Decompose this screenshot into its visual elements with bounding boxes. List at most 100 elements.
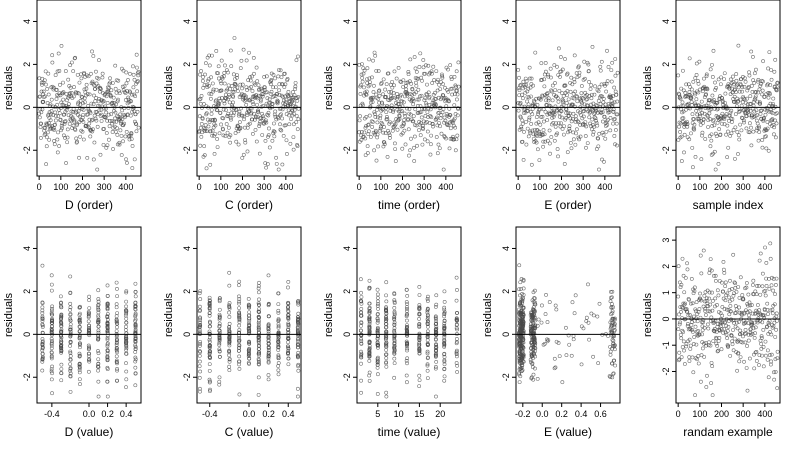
data-point [252, 117, 257, 122]
data-point [719, 347, 724, 352]
data-point [81, 101, 85, 106]
data-point [757, 124, 761, 129]
data-point [715, 107, 720, 112]
data-point [68, 366, 73, 371]
data-point [751, 54, 755, 59]
data-point [587, 80, 591, 84]
data-point [425, 368, 430, 373]
y-tick-label: 4 [342, 19, 352, 24]
data-point [749, 303, 754, 307]
data-point [556, 99, 561, 104]
data-point [571, 137, 576, 142]
data-point [133, 336, 138, 341]
data-point [417, 373, 422, 378]
data-point [75, 72, 80, 77]
data-point [204, 166, 209, 171]
data-point [695, 106, 700, 111]
data-point [454, 361, 459, 365]
data-point [114, 329, 119, 334]
data-point [762, 116, 766, 120]
data-point [426, 294, 430, 299]
data-point [552, 356, 557, 361]
data-point [59, 128, 63, 133]
x-tick-label: 0 [676, 409, 681, 419]
data-point [550, 98, 555, 103]
data-point [761, 59, 766, 64]
data-point [540, 303, 544, 308]
data-point [227, 283, 232, 288]
data-point [738, 275, 743, 280]
data-point [292, 107, 297, 112]
data-point [75, 139, 79, 144]
data-point [536, 120, 541, 125]
data-point [769, 352, 774, 357]
data-point [250, 132, 255, 136]
data-point [245, 149, 250, 154]
data-point [697, 307, 702, 311]
data-point [753, 331, 757, 336]
data-point [367, 278, 372, 283]
data-point [269, 78, 274, 82]
data-point [273, 109, 278, 114]
data-point [76, 109, 81, 113]
data-point [518, 115, 523, 120]
data-point [276, 68, 281, 72]
y-tick-label: 4 [342, 246, 352, 251]
data-point [115, 311, 120, 316]
data-point [63, 69, 68, 73]
data-point [411, 114, 416, 119]
data-point [689, 131, 693, 136]
data-point [607, 110, 612, 114]
data-point [439, 131, 444, 136]
data-point [417, 307, 422, 311]
data-point [384, 82, 389, 87]
data-point [700, 328, 705, 333]
data-point [759, 346, 764, 351]
data-point [133, 355, 138, 360]
data-point [286, 301, 291, 305]
data-point [691, 329, 695, 334]
data-point [376, 342, 380, 347]
data-point [359, 72, 364, 77]
data-point [560, 67, 565, 72]
data-point [77, 364, 82, 369]
data-point [771, 96, 776, 101]
data-point [750, 115, 755, 120]
data-point [612, 134, 617, 138]
data-point [40, 311, 45, 316]
data-point [207, 300, 212, 305]
data-point [718, 82, 723, 87]
data-point [448, 126, 453, 131]
data-point [434, 69, 439, 74]
data-point [710, 62, 714, 67]
data-point [68, 316, 73, 321]
data-point [286, 356, 291, 361]
data-point [68, 357, 73, 362]
data-point [46, 71, 51, 76]
x-tick-label: 100 [532, 182, 547, 192]
data-point [701, 248, 706, 253]
data-point [594, 118, 598, 123]
data-point [423, 63, 428, 68]
data-point [101, 142, 106, 147]
data-point [520, 118, 525, 123]
data-point [546, 96, 551, 101]
data-point [589, 92, 594, 97]
data-point [228, 48, 233, 53]
data-point [561, 100, 565, 105]
data-point [404, 312, 409, 317]
data-point [706, 304, 710, 309]
data-point [720, 121, 724, 126]
data-point [560, 91, 565, 96]
data-point [426, 63, 431, 68]
data-point [725, 291, 730, 296]
data-point [548, 66, 553, 71]
data-point [720, 98, 725, 103]
data-point [66, 77, 71, 82]
data-point [452, 103, 457, 108]
data-point [411, 99, 416, 103]
data-point [708, 319, 713, 324]
data-point [266, 345, 271, 350]
data-point [208, 118, 213, 123]
data-point [61, 80, 65, 85]
